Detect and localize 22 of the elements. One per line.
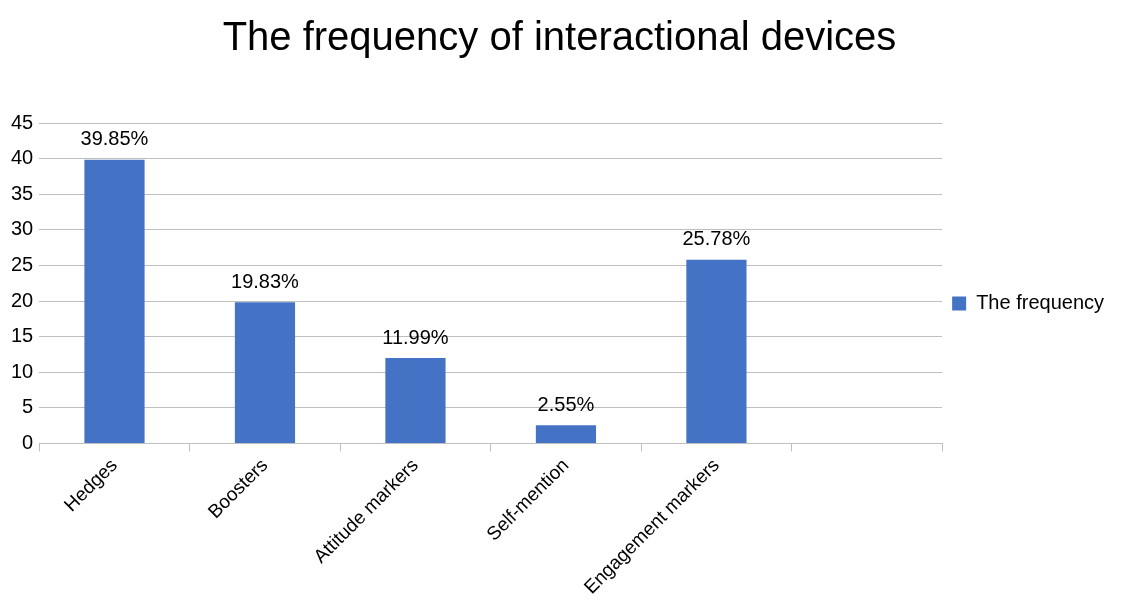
y-tick-label: 30	[11, 217, 34, 240]
y-tick-label: 10	[11, 359, 34, 382]
bar	[535, 425, 597, 443]
bar	[234, 302, 296, 443]
data-label: 19.83%	[231, 269, 300, 292]
data-label: 2.55%	[537, 392, 595, 415]
y-tick-label: 20	[11, 288, 34, 311]
legend-label: The frequency	[976, 291, 1105, 314]
chart-title: The frequency of interactional devices	[222, 14, 897, 59]
data-label: 25.78%	[682, 227, 751, 250]
data-label: 39.85%	[80, 127, 149, 150]
y-tick-label: 35	[11, 181, 34, 204]
y-tick-label: 45	[11, 110, 34, 133]
y-tick-label: 40	[11, 146, 34, 169]
y-tick-label: 5	[22, 395, 34, 418]
y-tick-label: 15	[11, 324, 34, 347]
data-label: 11.99%	[382, 325, 449, 348]
y-tick-label: 0	[22, 430, 34, 453]
bar	[385, 358, 446, 443]
y-tick-label: 25	[11, 252, 34, 275]
bar	[686, 259, 747, 443]
bar	[84, 159, 145, 443]
